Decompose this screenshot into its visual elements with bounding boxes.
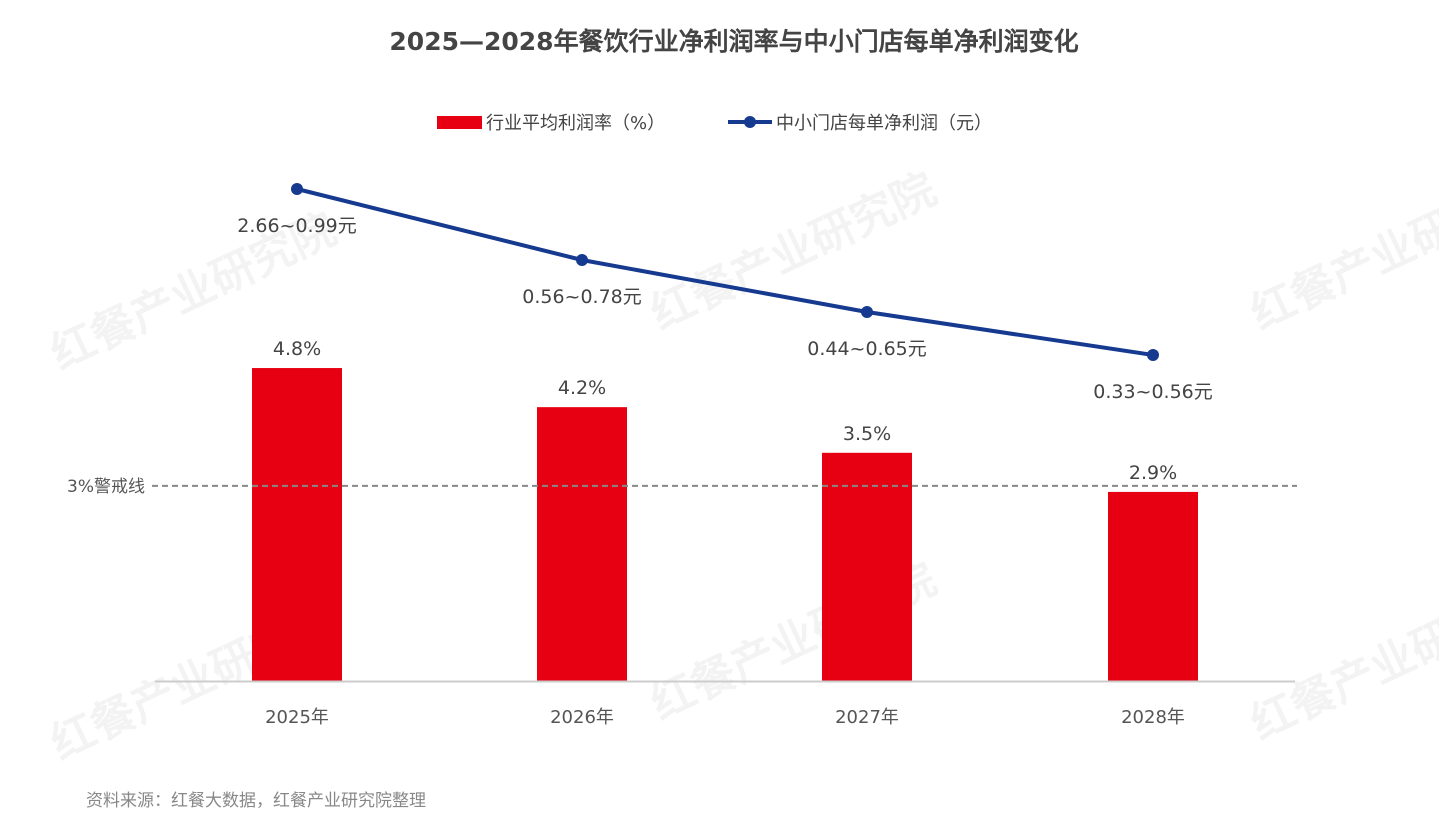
watermark-text: 红餐产业研究院 bbox=[1243, 164, 1439, 340]
legend-bar-label: 行业平均利润率（%） bbox=[486, 113, 665, 134]
bar-data-label: 4.8% bbox=[273, 338, 321, 360]
line-data-label: 0.56~0.78元 bbox=[522, 286, 642, 308]
legend-line-label: 中小门店每单净利润（元） bbox=[776, 113, 992, 134]
watermark-text: 红餐产业研究院 bbox=[1243, 574, 1439, 750]
legend: 行业平均利润率（%） 中小门店每单净利润（元） bbox=[437, 113, 992, 134]
line-series: 2.66~0.99元 0.56~0.78元 0.44~0.65元 0.33~0.56元 bbox=[237, 183, 1213, 403]
bar-data-label: 3.5% bbox=[843, 423, 891, 445]
x-tick-label: 2027年 bbox=[835, 707, 899, 728]
source-note: 资料来源：红餐大数据，红餐产业研究院整理 bbox=[86, 791, 426, 811]
legend-bar-swatch bbox=[437, 116, 482, 129]
bar bbox=[1108, 491, 1198, 681]
x-tick-labels: 2025年 2026年 2027年 2028年 bbox=[265, 707, 1185, 728]
line-data-label: 0.44~0.65元 bbox=[807, 338, 927, 360]
x-tick-label: 2028年 bbox=[1121, 707, 1185, 728]
bar bbox=[252, 368, 342, 681]
line-path bbox=[296, 187, 1154, 357]
watermark-text: 红餐产业研究院 bbox=[643, 164, 944, 340]
reference-line-label: 3%警戒线 bbox=[67, 477, 145, 497]
bar bbox=[537, 407, 627, 681]
line-point bbox=[576, 254, 588, 266]
chart-title: 2025—2028年餐饮行业净利润率与中小门店每单净利润变化 bbox=[389, 27, 1078, 56]
reference-line-group: 3%警戒线 bbox=[67, 477, 1297, 497]
bar-data-label: 2.9% bbox=[1129, 462, 1177, 484]
x-tick-label: 2026年 bbox=[550, 707, 614, 728]
bar bbox=[822, 452, 912, 681]
line-point bbox=[861, 306, 873, 318]
line-data-label: 2.66~0.99元 bbox=[237, 215, 357, 237]
bar-series: 4.8% 4.2% 3.5% 2.9% bbox=[252, 338, 1198, 681]
bar-data-label: 4.2% bbox=[558, 377, 606, 399]
line-data-label: 0.33~0.56元 bbox=[1093, 381, 1213, 403]
x-tick-label: 2025年 bbox=[265, 707, 329, 728]
line-point bbox=[291, 183, 303, 195]
legend-line-marker bbox=[744, 116, 756, 128]
line-point bbox=[1147, 349, 1159, 361]
